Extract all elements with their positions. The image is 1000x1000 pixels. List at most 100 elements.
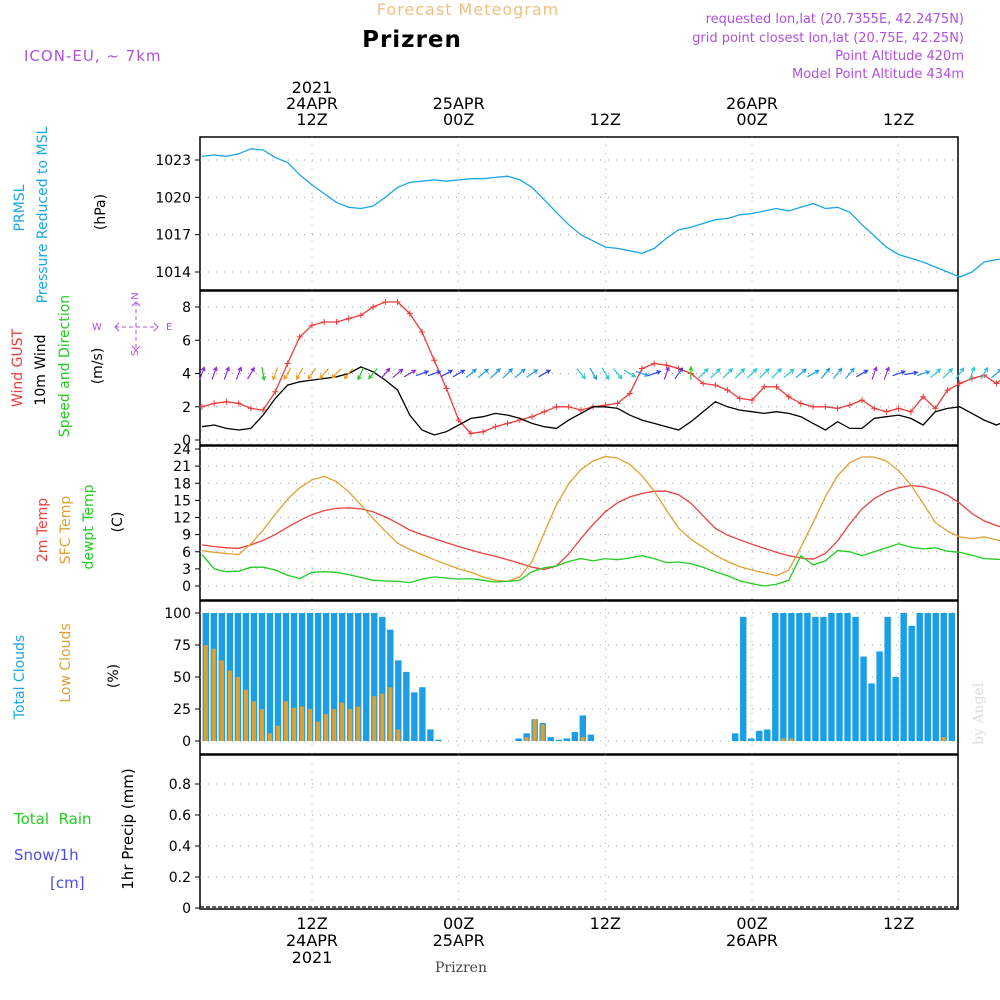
gust-marker bbox=[822, 403, 829, 410]
gust-marker bbox=[211, 400, 218, 407]
gust-marker bbox=[333, 318, 340, 325]
y-tick-label: 100 bbox=[164, 606, 191, 622]
model-altitude: Model Point Altitude 434m bbox=[792, 67, 964, 82]
y-tick-label: 50 bbox=[173, 670, 191, 686]
wind-arrow bbox=[942, 368, 954, 379]
wind-arrow bbox=[759, 368, 770, 379]
total-cloud-bar bbox=[298, 613, 306, 741]
wind-arrow bbox=[576, 368, 586, 380]
wind-arrow bbox=[916, 370, 931, 377]
dew-line bbox=[201, 543, 1000, 587]
y-tick-label: 0 bbox=[182, 901, 191, 917]
gust-marker bbox=[247, 405, 254, 412]
sfc-line bbox=[201, 455, 1000, 583]
total-cloud-bar bbox=[772, 613, 779, 741]
total-cloud-bar bbox=[924, 613, 931, 741]
total-cloud-bar bbox=[266, 613, 274, 741]
wind-arrow bbox=[380, 367, 391, 379]
total-cloud-bar bbox=[547, 737, 554, 741]
gust-marker bbox=[932, 405, 939, 412]
y-tick-label: 2 bbox=[182, 400, 191, 416]
wind-arrow bbox=[403, 369, 417, 378]
y-tick-label: 1014 bbox=[155, 265, 191, 281]
total-cloud-bar bbox=[860, 656, 867, 741]
gust-marker bbox=[541, 408, 548, 415]
total-cloud-bar bbox=[250, 613, 258, 741]
gust-marker bbox=[895, 405, 902, 412]
wind-arrow bbox=[746, 368, 758, 379]
total-cloud-bar bbox=[563, 738, 570, 741]
total-cloud-bar bbox=[740, 616, 747, 741]
total-cloud-bar bbox=[748, 738, 755, 741]
rain-label: Total Rain bbox=[13, 810, 92, 828]
low-cloud-bar bbox=[789, 738, 794, 741]
gust-marker bbox=[419, 328, 425, 335]
low-cloud-bar bbox=[532, 719, 537, 741]
total-cloud-bar bbox=[274, 613, 282, 741]
cloud-unit: (%) bbox=[106, 664, 122, 688]
compass-s: S bbox=[130, 350, 141, 356]
wind-unit: (m/s) bbox=[90, 348, 106, 385]
gust-marker bbox=[651, 360, 658, 367]
low-cloud-bar bbox=[300, 706, 305, 741]
low-cloud-bar bbox=[524, 737, 529, 741]
prmsl-desc-label: Pressure Reduced to MSL bbox=[35, 126, 51, 303]
wind-arrow bbox=[991, 368, 1000, 379]
total-cloud-bar bbox=[571, 732, 578, 741]
gust-marker bbox=[944, 387, 951, 394]
panel-frame bbox=[199, 136, 959, 291]
total-cloud-bar bbox=[852, 616, 859, 741]
gust-marker bbox=[431, 357, 438, 364]
gust-marker bbox=[810, 403, 817, 410]
top-time-label: 00Z bbox=[736, 110, 767, 129]
low-cloud-bar bbox=[219, 660, 224, 741]
y-tick-label: 6 bbox=[182, 333, 191, 349]
total-cloud-label: Total Clouds bbox=[12, 635, 28, 720]
y-tick-label: 21 bbox=[173, 459, 191, 475]
total-cloud-bar bbox=[322, 613, 330, 741]
gust-marker bbox=[260, 407, 267, 414]
gust-marker bbox=[639, 365, 645, 372]
requested-lonlat: requested lon,lat (20.7355E, 42.2475N) bbox=[706, 12, 964, 27]
wind-arrow bbox=[465, 368, 477, 379]
wind-arrow bbox=[199, 366, 206, 380]
cloud-labels: Total Clouds Low Clouds (%) bbox=[12, 623, 122, 720]
total-cloud-bar bbox=[371, 613, 378, 741]
low-cloud-bar bbox=[235, 677, 240, 741]
y-tick-label: 4 bbox=[182, 367, 191, 383]
low-cloud-bar bbox=[308, 709, 313, 741]
compass-icon: N S W E bbox=[92, 292, 172, 356]
total-cloud-bar bbox=[435, 739, 442, 741]
wind-arrow bbox=[612, 368, 623, 380]
gust-marker bbox=[272, 388, 279, 395]
low-cloud-bar bbox=[203, 645, 208, 741]
total-cloud-bar bbox=[828, 613, 835, 741]
compass-n: N bbox=[130, 292, 141, 299]
gust-marker bbox=[406, 310, 413, 317]
wind-line bbox=[201, 366, 1000, 436]
panel-0: 1014 1017 1020 1023 bbox=[155, 136, 959, 291]
wind-arrow bbox=[283, 367, 292, 381]
panel-1: 0 2 4 6 8 bbox=[182, 290, 959, 449]
gust-marker bbox=[235, 400, 242, 407]
y-tick-label: 1023 bbox=[155, 153, 191, 169]
wind-arrow bbox=[871, 366, 878, 380]
total-cloud-bar bbox=[411, 692, 418, 741]
total-cloud-bar bbox=[908, 625, 915, 741]
precip-labels: Total Rain Snow/1h [cm] 1hr Precip (mm) bbox=[13, 768, 137, 892]
total-cloud-bar bbox=[876, 651, 883, 741]
top-time-label: 24APR bbox=[286, 94, 338, 113]
t2m-line bbox=[201, 484, 1000, 571]
total-cloud-bar bbox=[788, 613, 795, 741]
bottom-time-label: 12Z bbox=[590, 914, 621, 933]
total-cloud-bar bbox=[579, 715, 587, 741]
low-cloud-bar bbox=[348, 709, 353, 741]
total-cloud-bar bbox=[515, 738, 522, 741]
gust-marker bbox=[761, 383, 768, 390]
total-cloud-bar bbox=[330, 613, 338, 741]
y-tick-label: 0.4 bbox=[169, 839, 191, 855]
gust-marker bbox=[309, 322, 315, 329]
wind-arrow bbox=[538, 369, 551, 378]
low-cloud-bar bbox=[284, 701, 289, 741]
gust-marker bbox=[296, 333, 303, 340]
